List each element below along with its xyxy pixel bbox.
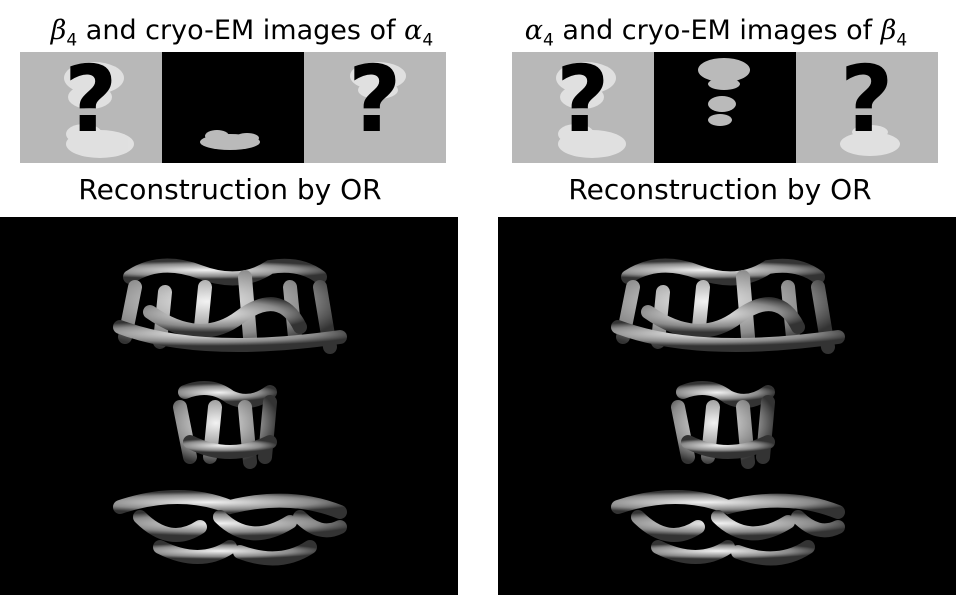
left-panel-2	[162, 52, 304, 163]
left-title-suffix-sub: 4	[422, 30, 434, 51]
left-panel-1-density	[64, 62, 134, 158]
right-reconstruction-density	[611, 258, 845, 566]
left-panel-3: ?	[304, 52, 446, 163]
right-title-prefix-sub: 4	[543, 30, 554, 51]
right-panel-3-question-mark: ?	[840, 52, 894, 153]
left-reconstruction	[0, 217, 458, 595]
right-panel-1: ?	[512, 52, 654, 163]
left-panel-1: ?	[20, 52, 162, 163]
left-image-strip: ? ?	[20, 52, 446, 163]
left-panel-2-density	[200, 130, 260, 150]
right-title-suffix: β	[880, 15, 897, 46]
left-panel-1-question-mark: ?	[64, 52, 118, 153]
right-image-strip: ? ?	[512, 52, 938, 163]
right-panel-3-density	[840, 125, 900, 156]
left-title-prefix: β	[50, 15, 67, 46]
left-reconstruction-density	[113, 258, 347, 566]
right-panel-1-question-mark: ?	[556, 52, 610, 153]
left-title-prefix-sub: 4	[66, 30, 78, 51]
right-panel-2-density	[698, 58, 750, 126]
right-title-prefix: α	[524, 15, 543, 46]
right-panel-1-density	[556, 62, 626, 158]
left-title-middle: and cryo-EM images of	[77, 15, 405, 46]
right-panel-3: ?	[796, 52, 938, 163]
right-title: α4 and cryo-EM images of β4	[486, 14, 946, 57]
right-reconstruction	[498, 217, 956, 595]
right-caption: Reconstruction by OR	[568, 173, 872, 206]
right-title-suffix-sub: 4	[896, 30, 908, 51]
left-panel-3-question-mark: ?	[348, 52, 402, 153]
right-panel-2	[654, 52, 796, 163]
left-title: β4 and cryo-EM images of α4	[12, 14, 472, 57]
left-title-suffix: α	[404, 15, 423, 46]
left-caption: Reconstruction by OR	[78, 173, 382, 206]
left-panel-3-density	[350, 62, 406, 99]
right-title-middle: and cryo-EM images of	[553, 15, 881, 46]
